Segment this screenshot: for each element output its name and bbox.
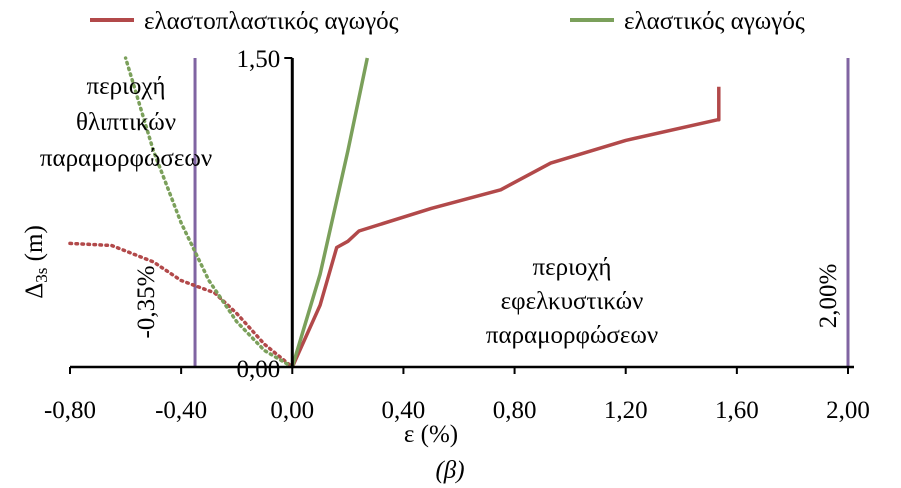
compressive-region-label-2: παραμορφώσεων bbox=[40, 145, 212, 172]
axes: -0,80 -0,40 0,00 0,40 0,80 1,20 1,60 2,00 0,00 1,… bbox=[44, 46, 870, 424]
tensile-region-label-0: περιοχή bbox=[533, 254, 612, 281]
series-1-dotted-line bbox=[123, 56, 295, 369]
compressive-region-label-1: θλιπτικών bbox=[76, 109, 176, 136]
series-1-solid-line bbox=[290, 57, 370, 368]
labels: ε (%) Δ3s (m) (β) -0,35% 2,00% περιοχή θλιπτικ… bbox=[21, 73, 842, 484]
legend: ελαστοπλαστικός αγωγός ελαστικός αγωγός bbox=[90, 8, 805, 35]
series-0-dotted-line bbox=[68, 241, 295, 369]
x-tick-label-2: 0,00 bbox=[270, 397, 314, 424]
reference-line-label-0: -0,35% bbox=[133, 266, 160, 339]
compressive-region-label-0: περιοχή bbox=[87, 73, 166, 100]
tensile-region-label-1: εφελκυστικών bbox=[501, 288, 644, 315]
series-group bbox=[68, 56, 721, 369]
reference-line-label-1: 2,00% bbox=[815, 264, 842, 329]
legend-label-0: ελαστοπλαστικός αγωγός bbox=[144, 8, 399, 35]
x-axis-title: ε (%) bbox=[404, 421, 458, 448]
x-tick-label-0: -0,80 bbox=[44, 397, 96, 424]
x-tick-label-5: 1,20 bbox=[604, 397, 648, 424]
x-tick-label-6: 1,60 bbox=[715, 397, 759, 424]
legend-label-1: ελαστικός αγωγός bbox=[624, 8, 805, 35]
x-tick-label-3: 0,40 bbox=[382, 397, 426, 424]
x-tick-label-7: 2,00 bbox=[826, 397, 870, 424]
tensile-region-label-2: παραμορφώσεων bbox=[486, 322, 658, 349]
y-tick-label-0: 0,00 bbox=[237, 356, 281, 383]
y-axis-title: Δ3s (m) bbox=[21, 225, 51, 299]
y-tick-label-1: 1,50 bbox=[237, 46, 281, 73]
reference-lines bbox=[193, 58, 850, 367]
caption: (β) bbox=[435, 457, 464, 484]
series-0-solid-line bbox=[290, 86, 721, 368]
x-tick-label-4: 0,80 bbox=[493, 397, 537, 424]
x-tick-label-1: -0,40 bbox=[155, 397, 207, 424]
